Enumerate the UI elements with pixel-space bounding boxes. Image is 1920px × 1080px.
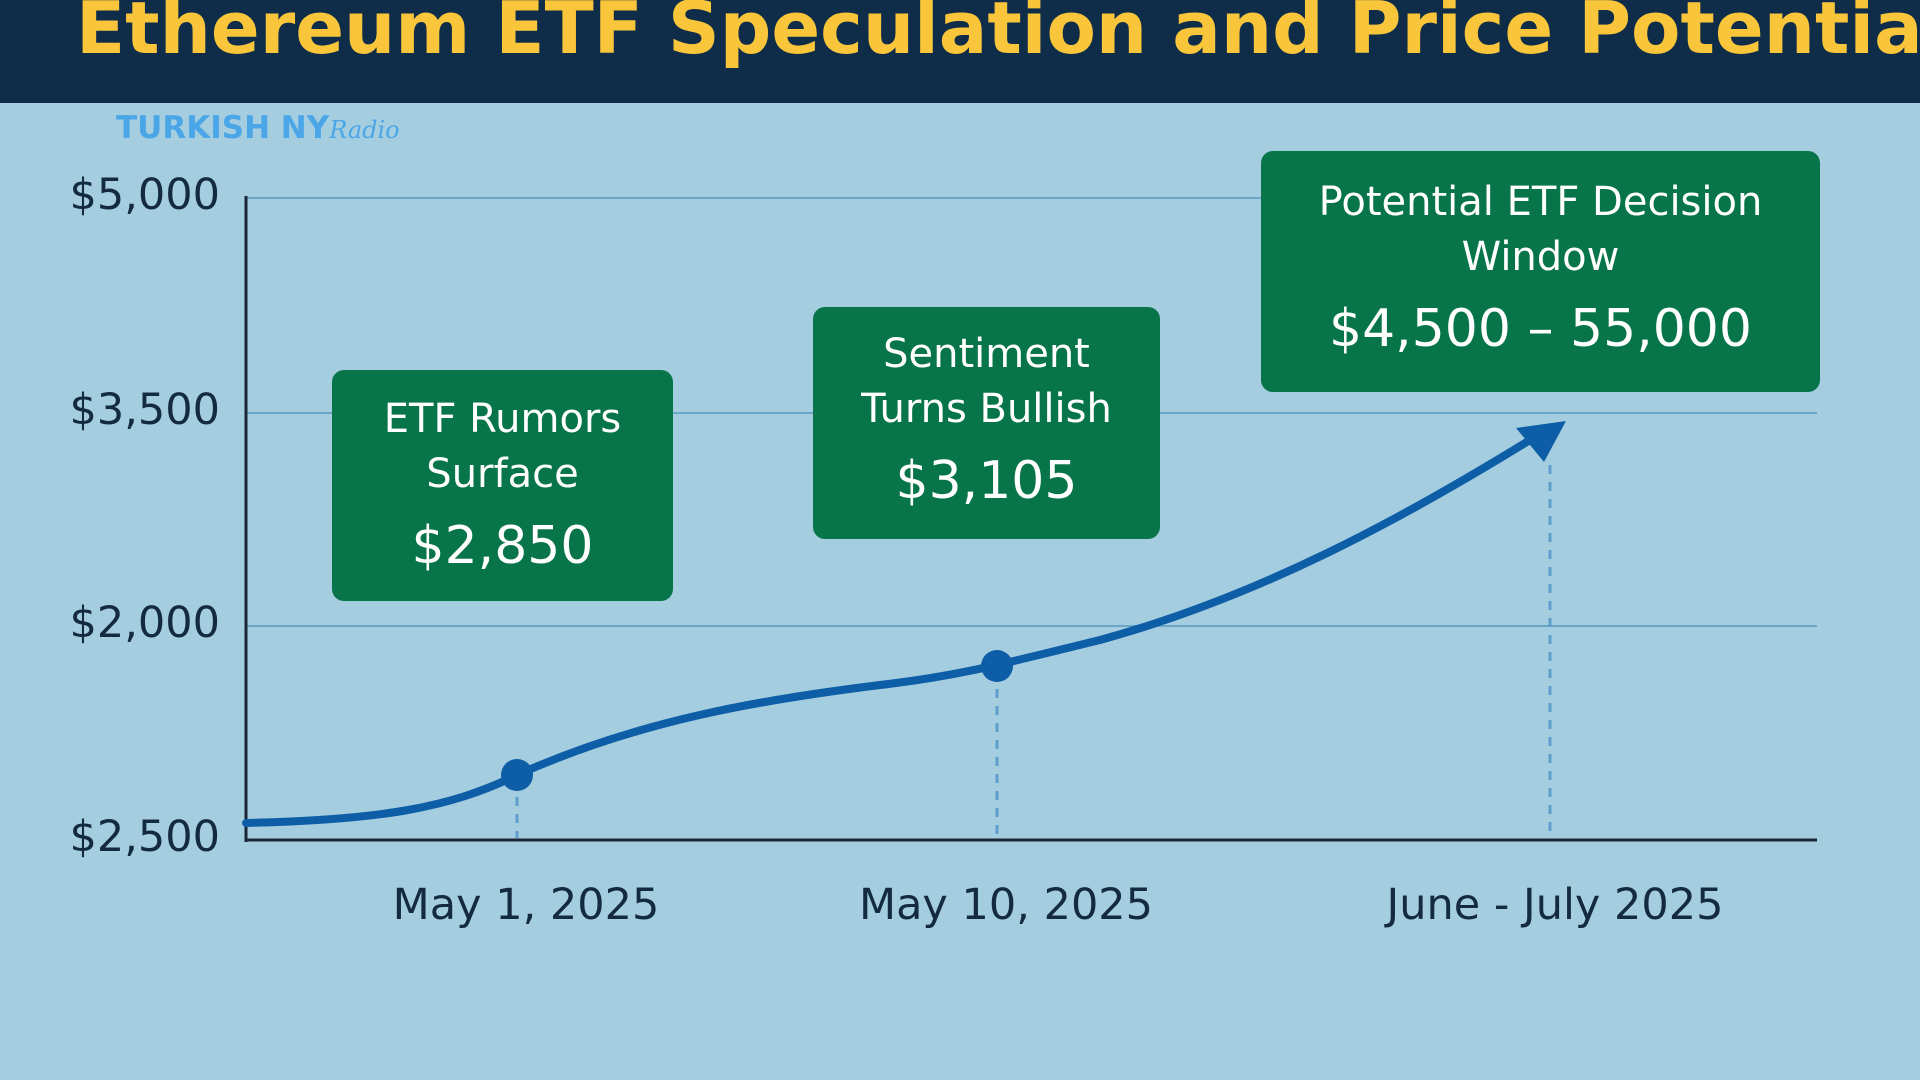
annotation-value: $4,500 – 55,000 xyxy=(1329,299,1752,359)
annotation-title: Potential ETF Decision Window xyxy=(1318,179,1763,280)
annotation-title: ETF Rumors Surface xyxy=(383,396,622,497)
x-tick-label: May 1, 2025 xyxy=(392,880,660,930)
x-tick-label: June - July 2025 xyxy=(1386,880,1724,930)
annotation-value: $2,850 xyxy=(411,516,594,576)
page-title: Ethereum ETF Speculation and Price Poten… xyxy=(76,0,1920,70)
y-tick-label: $3,500 xyxy=(69,385,220,435)
data-point xyxy=(981,650,1013,682)
annotation-etf-rumors: ETF Rumors Surface $2,850 xyxy=(332,370,673,601)
price-line xyxy=(242,436,1534,827)
annotation-value: $3,105 xyxy=(895,451,1078,511)
header-bar: Ethereum ETF Speculation and Price Poten… xyxy=(0,0,1920,103)
arrow-head xyxy=(1516,421,1566,462)
x-tick-label: May 10, 2025 xyxy=(858,880,1154,930)
y-tick-label: $2,500 xyxy=(69,812,220,862)
annotation-decision-window: Potential ETF Decision Window $4,500 – 5… xyxy=(1261,151,1820,392)
logo: TURKISH NYRadio xyxy=(116,110,400,146)
data-point xyxy=(501,759,533,791)
annotation-sentiment-bullish: Sentiment Turns Bullish $3,105 xyxy=(813,307,1160,539)
annotation-title: Sentiment Turns Bullish xyxy=(861,331,1112,432)
y-tick-label: $2,000 xyxy=(69,598,220,648)
y-tick-label: $5,000 xyxy=(69,170,220,220)
